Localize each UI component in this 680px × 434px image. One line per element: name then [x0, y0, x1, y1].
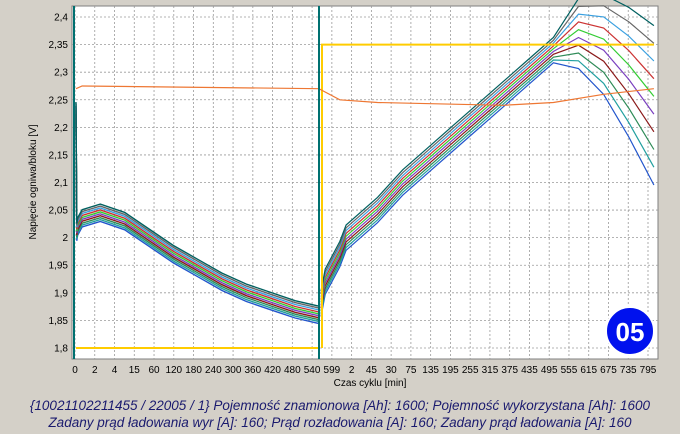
footer-line-2: Zadany prąd ładowania wyr [A]: 160; Prąd…	[48, 415, 632, 430]
x-tick-label: 675	[600, 365, 617, 376]
series-lines	[75, 0, 655, 349]
voltage-trace-charge	[320, 59, 655, 314]
x-axis-label: Czas cyklu [min]	[334, 378, 407, 389]
x-tick-label: 420	[264, 365, 281, 376]
x-tick-label: 180	[185, 365, 202, 376]
y-tick-label: 1,9	[54, 288, 68, 299]
voltage-trace-charge	[320, 29, 655, 303]
y-tick-label: 1,95	[49, 261, 69, 272]
x-tick-label: 2	[349, 365, 355, 376]
y-tick-label: 1,8	[54, 343, 68, 354]
y-tick-label: 2,1	[54, 178, 68, 189]
footer-line-1: {10021102211455 / 22005 / 1} Pojemność z…	[29, 398, 651, 413]
y-axis-ticks: 1,8 1,85 1,9 1,95 2 2,05 2,1 2,15 2,2 2,25 2,3 2,35…	[49, 13, 69, 355]
y-tick-label: 2,35	[49, 40, 69, 51]
voltage-trace-charge	[320, 0, 655, 292]
x-tick-label: 75	[405, 365, 417, 376]
voltage-trace-discharge	[75, 109, 320, 315]
x-tick-label: 735	[620, 365, 637, 376]
x-tick-label: 599	[324, 365, 341, 376]
voltage-trace-discharge	[75, 115, 320, 321]
voltage-trace-charge	[320, 62, 655, 317]
x-tick-label: 135	[422, 365, 439, 376]
y-tick-label: 2,4	[54, 13, 68, 24]
x-tick-label: 120	[165, 365, 182, 376]
voltage-trace-discharge	[75, 105, 320, 311]
voltage-trace-charge	[320, 5, 655, 295]
badge-text: 05	[616, 317, 645, 347]
voltage-trace-charge	[320, 52, 655, 312]
y-tick-label: 2,25	[49, 95, 69, 106]
x-tick-label: 2	[92, 365, 98, 376]
voltage-trace-discharge	[75, 117, 320, 323]
orange-trace-discharge	[75, 85, 320, 90]
x-tick-label: 60	[148, 365, 160, 376]
voltage-trace-charge	[320, 44, 655, 309]
x-tick-label: 615	[580, 365, 597, 376]
x-tick-label: 15	[129, 365, 141, 376]
x-tick-label: 540	[304, 365, 321, 376]
voltage-trace-discharge	[75, 119, 320, 325]
voltage-trace-charge	[320, 13, 655, 297]
cycle-badge: 05	[605, 306, 655, 356]
y-tick-label: 2	[62, 233, 68, 244]
x-tick-label: 795	[640, 365, 657, 376]
y-tick-label: 1,85	[49, 316, 69, 327]
y-tick-label: 2,05	[49, 206, 69, 217]
x-tick-label: 240	[205, 365, 222, 376]
voltage-trace-charge	[320, 21, 655, 300]
x-tick-label: 30	[386, 365, 398, 376]
voltage-trace-discharge	[75, 111, 320, 317]
x-tick-label: 360	[244, 365, 261, 376]
x-tick-label: 435	[521, 365, 538, 376]
x-tick-label: 315	[482, 365, 499, 376]
x-tick-label: 4	[112, 365, 118, 376]
voltage-trace-discharge	[75, 102, 320, 307]
x-tick-label: 375	[501, 365, 518, 376]
orange-trace-charge	[318, 88, 654, 106]
voltage-trace-discharge	[75, 107, 320, 313]
x-tick-label: 480	[284, 365, 301, 376]
x-tick-label: 555	[561, 365, 578, 376]
current-setpoint-charge	[321, 43, 654, 348]
voltage-trace-discharge	[75, 103, 320, 309]
x-tick-label: 300	[225, 365, 242, 376]
y-tick-label: 2,15	[49, 150, 69, 161]
y-tick-label: 2,3	[54, 68, 68, 79]
x-tick-label: 45	[366, 365, 378, 376]
x-tick-label: 0	[72, 365, 78, 376]
y-axis-label: Napięcie ogniwa/bloku [V]	[28, 124, 39, 239]
y-tick-label: 2,2	[54, 123, 68, 134]
x-tick-label: 495	[541, 365, 558, 376]
x-tick-label: 255	[462, 365, 479, 376]
x-axis-ticks: 0 2 4 15 60 120 180 240 300 360 420 480 540 599 2 45 30 7…	[72, 365, 657, 376]
badge-circle	[605, 306, 655, 356]
voltage-trace-discharge	[75, 113, 320, 319]
x-tick-label: 195	[442, 365, 459, 376]
